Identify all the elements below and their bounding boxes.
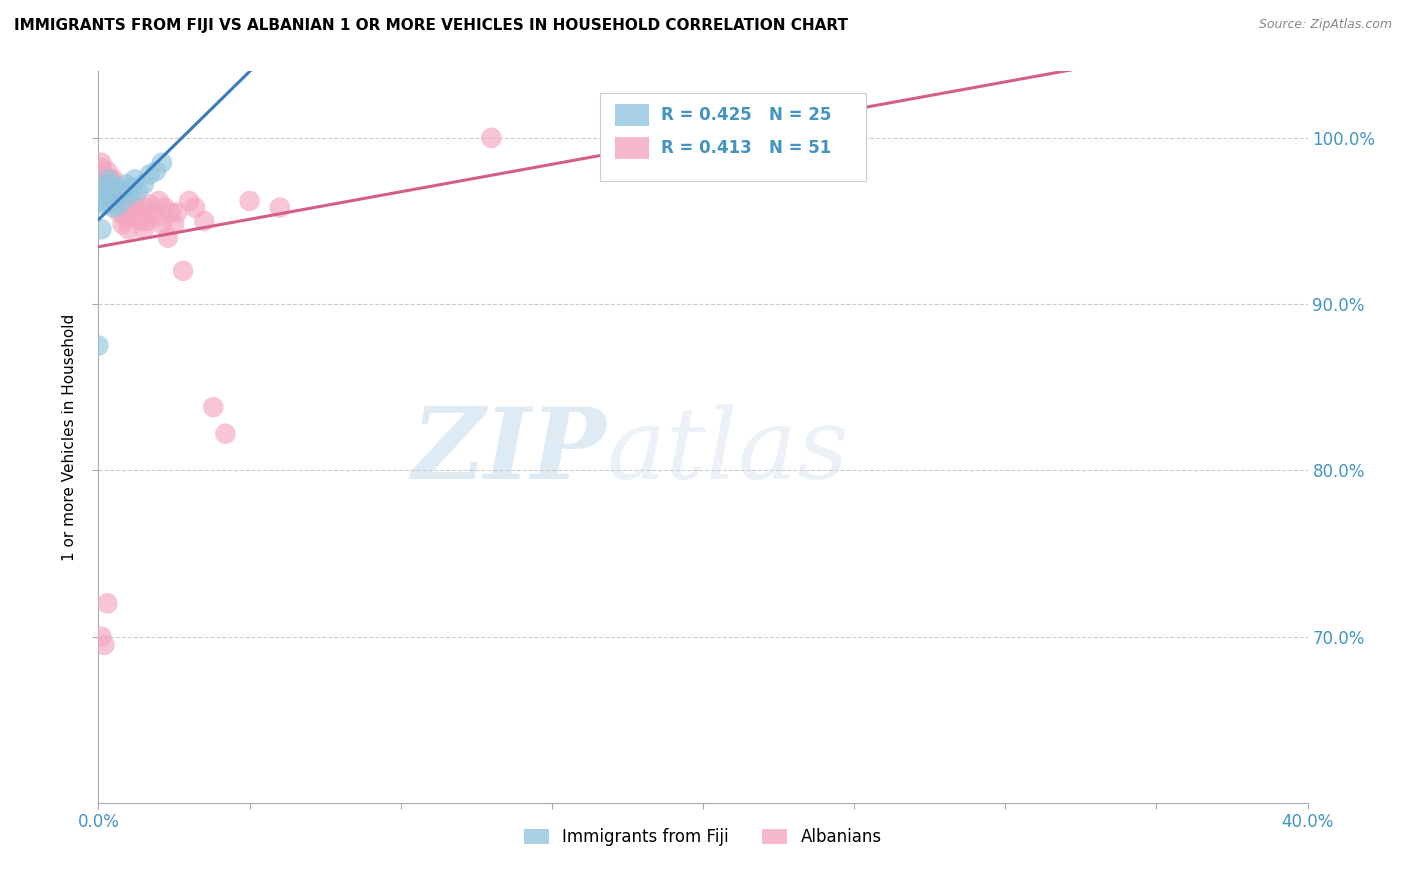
Point xyxy=(142,205,165,219)
Point xyxy=(132,178,155,192)
Point xyxy=(100,178,122,192)
Point xyxy=(118,189,141,203)
Point xyxy=(108,197,131,211)
FancyBboxPatch shape xyxy=(614,104,648,127)
Point xyxy=(139,168,162,182)
Text: Source: ZipAtlas.com: Source: ZipAtlas.com xyxy=(1258,18,1392,31)
Point xyxy=(118,222,141,236)
Point xyxy=(202,400,225,414)
Point xyxy=(103,172,125,186)
Point xyxy=(90,156,112,170)
FancyBboxPatch shape xyxy=(614,137,648,159)
Point xyxy=(114,211,136,225)
Point xyxy=(269,201,291,215)
Point xyxy=(96,596,118,610)
Text: R = 0.425   N = 25: R = 0.425 N = 25 xyxy=(661,106,831,124)
Point xyxy=(100,189,122,203)
Point xyxy=(103,201,125,215)
Point xyxy=(93,194,115,208)
Point xyxy=(108,205,131,219)
Point xyxy=(105,197,128,211)
Text: atlas: atlas xyxy=(606,404,849,500)
Point xyxy=(111,197,134,211)
Point xyxy=(90,222,112,236)
Point xyxy=(93,178,115,192)
Point xyxy=(124,172,146,186)
Point xyxy=(145,211,167,225)
Point xyxy=(103,193,125,207)
Point xyxy=(87,339,110,353)
Point xyxy=(93,180,115,194)
Point xyxy=(239,194,262,208)
Point xyxy=(148,194,170,208)
Point xyxy=(111,217,134,231)
Point xyxy=(150,156,173,170)
Point xyxy=(103,194,125,208)
Point xyxy=(127,205,149,219)
Point xyxy=(139,197,162,211)
Point xyxy=(150,217,173,231)
Point xyxy=(90,161,112,175)
Point xyxy=(105,187,128,202)
Point xyxy=(172,264,194,278)
Point xyxy=(214,426,236,441)
Point xyxy=(193,214,215,228)
Point xyxy=(156,230,179,244)
Point xyxy=(179,194,201,208)
Point xyxy=(129,214,152,228)
Point xyxy=(105,180,128,194)
Point xyxy=(105,180,128,194)
Point xyxy=(96,180,118,194)
Legend: Immigrants from Fiji, Albanians: Immigrants from Fiji, Albanians xyxy=(517,822,889,853)
Point xyxy=(160,205,183,219)
Point xyxy=(96,184,118,198)
Point xyxy=(153,201,176,215)
Point xyxy=(100,189,122,203)
Point xyxy=(93,638,115,652)
Point xyxy=(135,214,157,228)
Point xyxy=(96,164,118,178)
Point xyxy=(132,222,155,236)
Point xyxy=(90,197,112,211)
Point xyxy=(132,201,155,215)
Point xyxy=(105,184,128,198)
Y-axis label: 1 or more Vehicles in Household: 1 or more Vehicles in Household xyxy=(62,313,77,561)
Point xyxy=(93,168,115,182)
Point xyxy=(145,164,167,178)
Point xyxy=(96,172,118,186)
FancyBboxPatch shape xyxy=(600,94,866,181)
Point xyxy=(121,180,143,194)
Point xyxy=(111,184,134,198)
Text: IMMIGRANTS FROM FIJI VS ALBANIAN 1 OR MORE VEHICLES IN HOUSEHOLD CORRELATION CHA: IMMIGRANTS FROM FIJI VS ALBANIAN 1 OR MO… xyxy=(14,18,848,33)
Point xyxy=(127,184,149,198)
Point xyxy=(163,217,186,231)
Point xyxy=(166,205,188,219)
Point xyxy=(96,197,118,211)
Point xyxy=(124,194,146,208)
Point xyxy=(481,131,503,145)
Text: R = 0.413   N = 51: R = 0.413 N = 51 xyxy=(661,139,831,157)
Point xyxy=(184,201,207,215)
Point xyxy=(96,172,118,186)
Point xyxy=(90,630,112,644)
Text: ZIP: ZIP xyxy=(412,403,606,500)
Point xyxy=(114,201,136,215)
Point xyxy=(114,178,136,192)
Point xyxy=(118,211,141,225)
Point xyxy=(100,172,122,186)
Point xyxy=(121,197,143,211)
Point xyxy=(108,189,131,203)
